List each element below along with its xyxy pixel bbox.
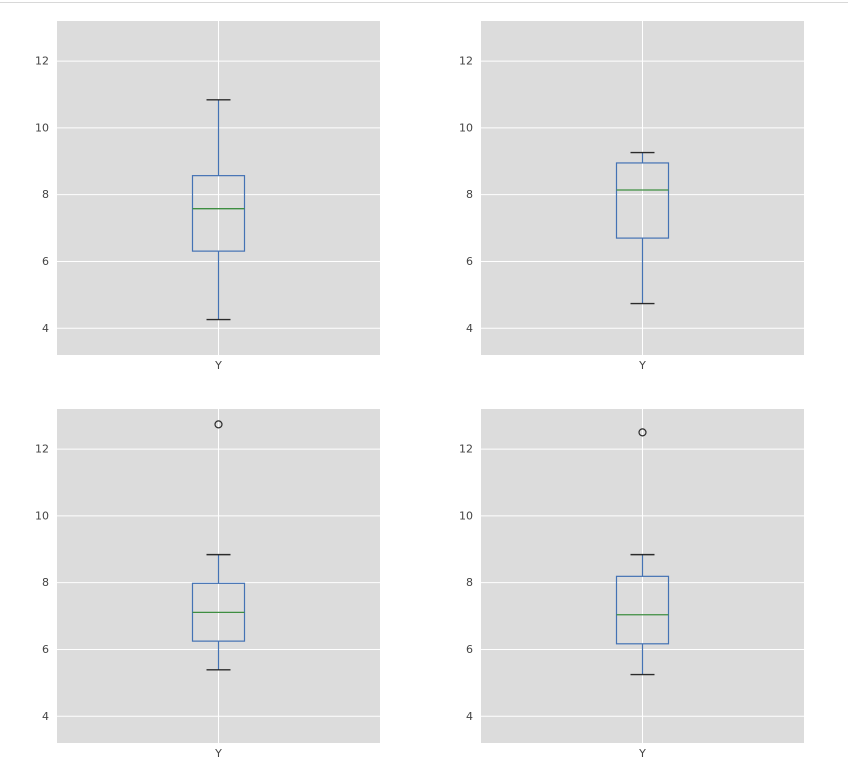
- y-tick-label: 6: [466, 643, 473, 656]
- y-tick-label: 4: [466, 710, 473, 723]
- y-tick-label: 6: [42, 255, 49, 268]
- y-tick-label: 4: [42, 322, 49, 335]
- y-tick-label: 12: [459, 55, 473, 68]
- iqr-box: [615, 575, 670, 645]
- x-tick-label: Y: [638, 359, 646, 372]
- y-tick-label: 10: [35, 509, 49, 522]
- top-divider: [0, 2, 848, 3]
- y-tick-label: 10: [459, 121, 473, 134]
- x-tick-label: Y: [214, 747, 222, 760]
- outlier-flier: [214, 420, 223, 429]
- x-tick-label: Y: [638, 747, 646, 760]
- subplot-bottom-left: 4 6 8 10 12 Y: [0, 391, 424, 779]
- x-tick-label: Y: [214, 359, 222, 372]
- boxplot-canvas-bottom-left: 4 6 8 10 12 Y: [35, 409, 380, 760]
- y-tick-label: 12: [459, 443, 473, 456]
- boxplot-figure: 4 6 8 10 12 Y 4 6 8 10 12 Y 4 6 8 10 12 Y 4 6 8 10 12 Y: [0, 3, 848, 779]
- y-tick-label: 4: [466, 322, 473, 335]
- boxplot-canvas-top-left: 4 6 8 10 12 Y: [35, 21, 380, 372]
- y-tick-label: 12: [35, 443, 49, 456]
- y-tick-label: 12: [35, 55, 49, 68]
- y-tick-label: 4: [42, 710, 49, 723]
- subplot-bottom-right: 4 6 8 10 12 Y: [424, 391, 848, 779]
- outlier-flier: [638, 428, 647, 437]
- subplot-top-right: 4 6 8 10 12 Y: [424, 3, 848, 391]
- y-tick-label: 8: [466, 188, 473, 201]
- boxplot-canvas-bottom-right: 4 6 8 10 12 Y: [459, 409, 804, 760]
- y-tick-label: 6: [42, 643, 49, 656]
- y-tick-label: 6: [466, 255, 473, 268]
- subplot-top-left: 4 6 8 10 12 Y: [0, 3, 424, 391]
- boxplot-canvas-top-right: 4 6 8 10 12 Y: [459, 21, 804, 372]
- iqr-box: [191, 175, 246, 252]
- iqr-box: [615, 162, 670, 239]
- y-tick-label: 8: [466, 576, 473, 589]
- y-tick-label: 10: [459, 509, 473, 522]
- y-tick-label: 8: [42, 576, 49, 589]
- y-tick-label: 10: [35, 121, 49, 134]
- y-tick-label: 8: [42, 188, 49, 201]
